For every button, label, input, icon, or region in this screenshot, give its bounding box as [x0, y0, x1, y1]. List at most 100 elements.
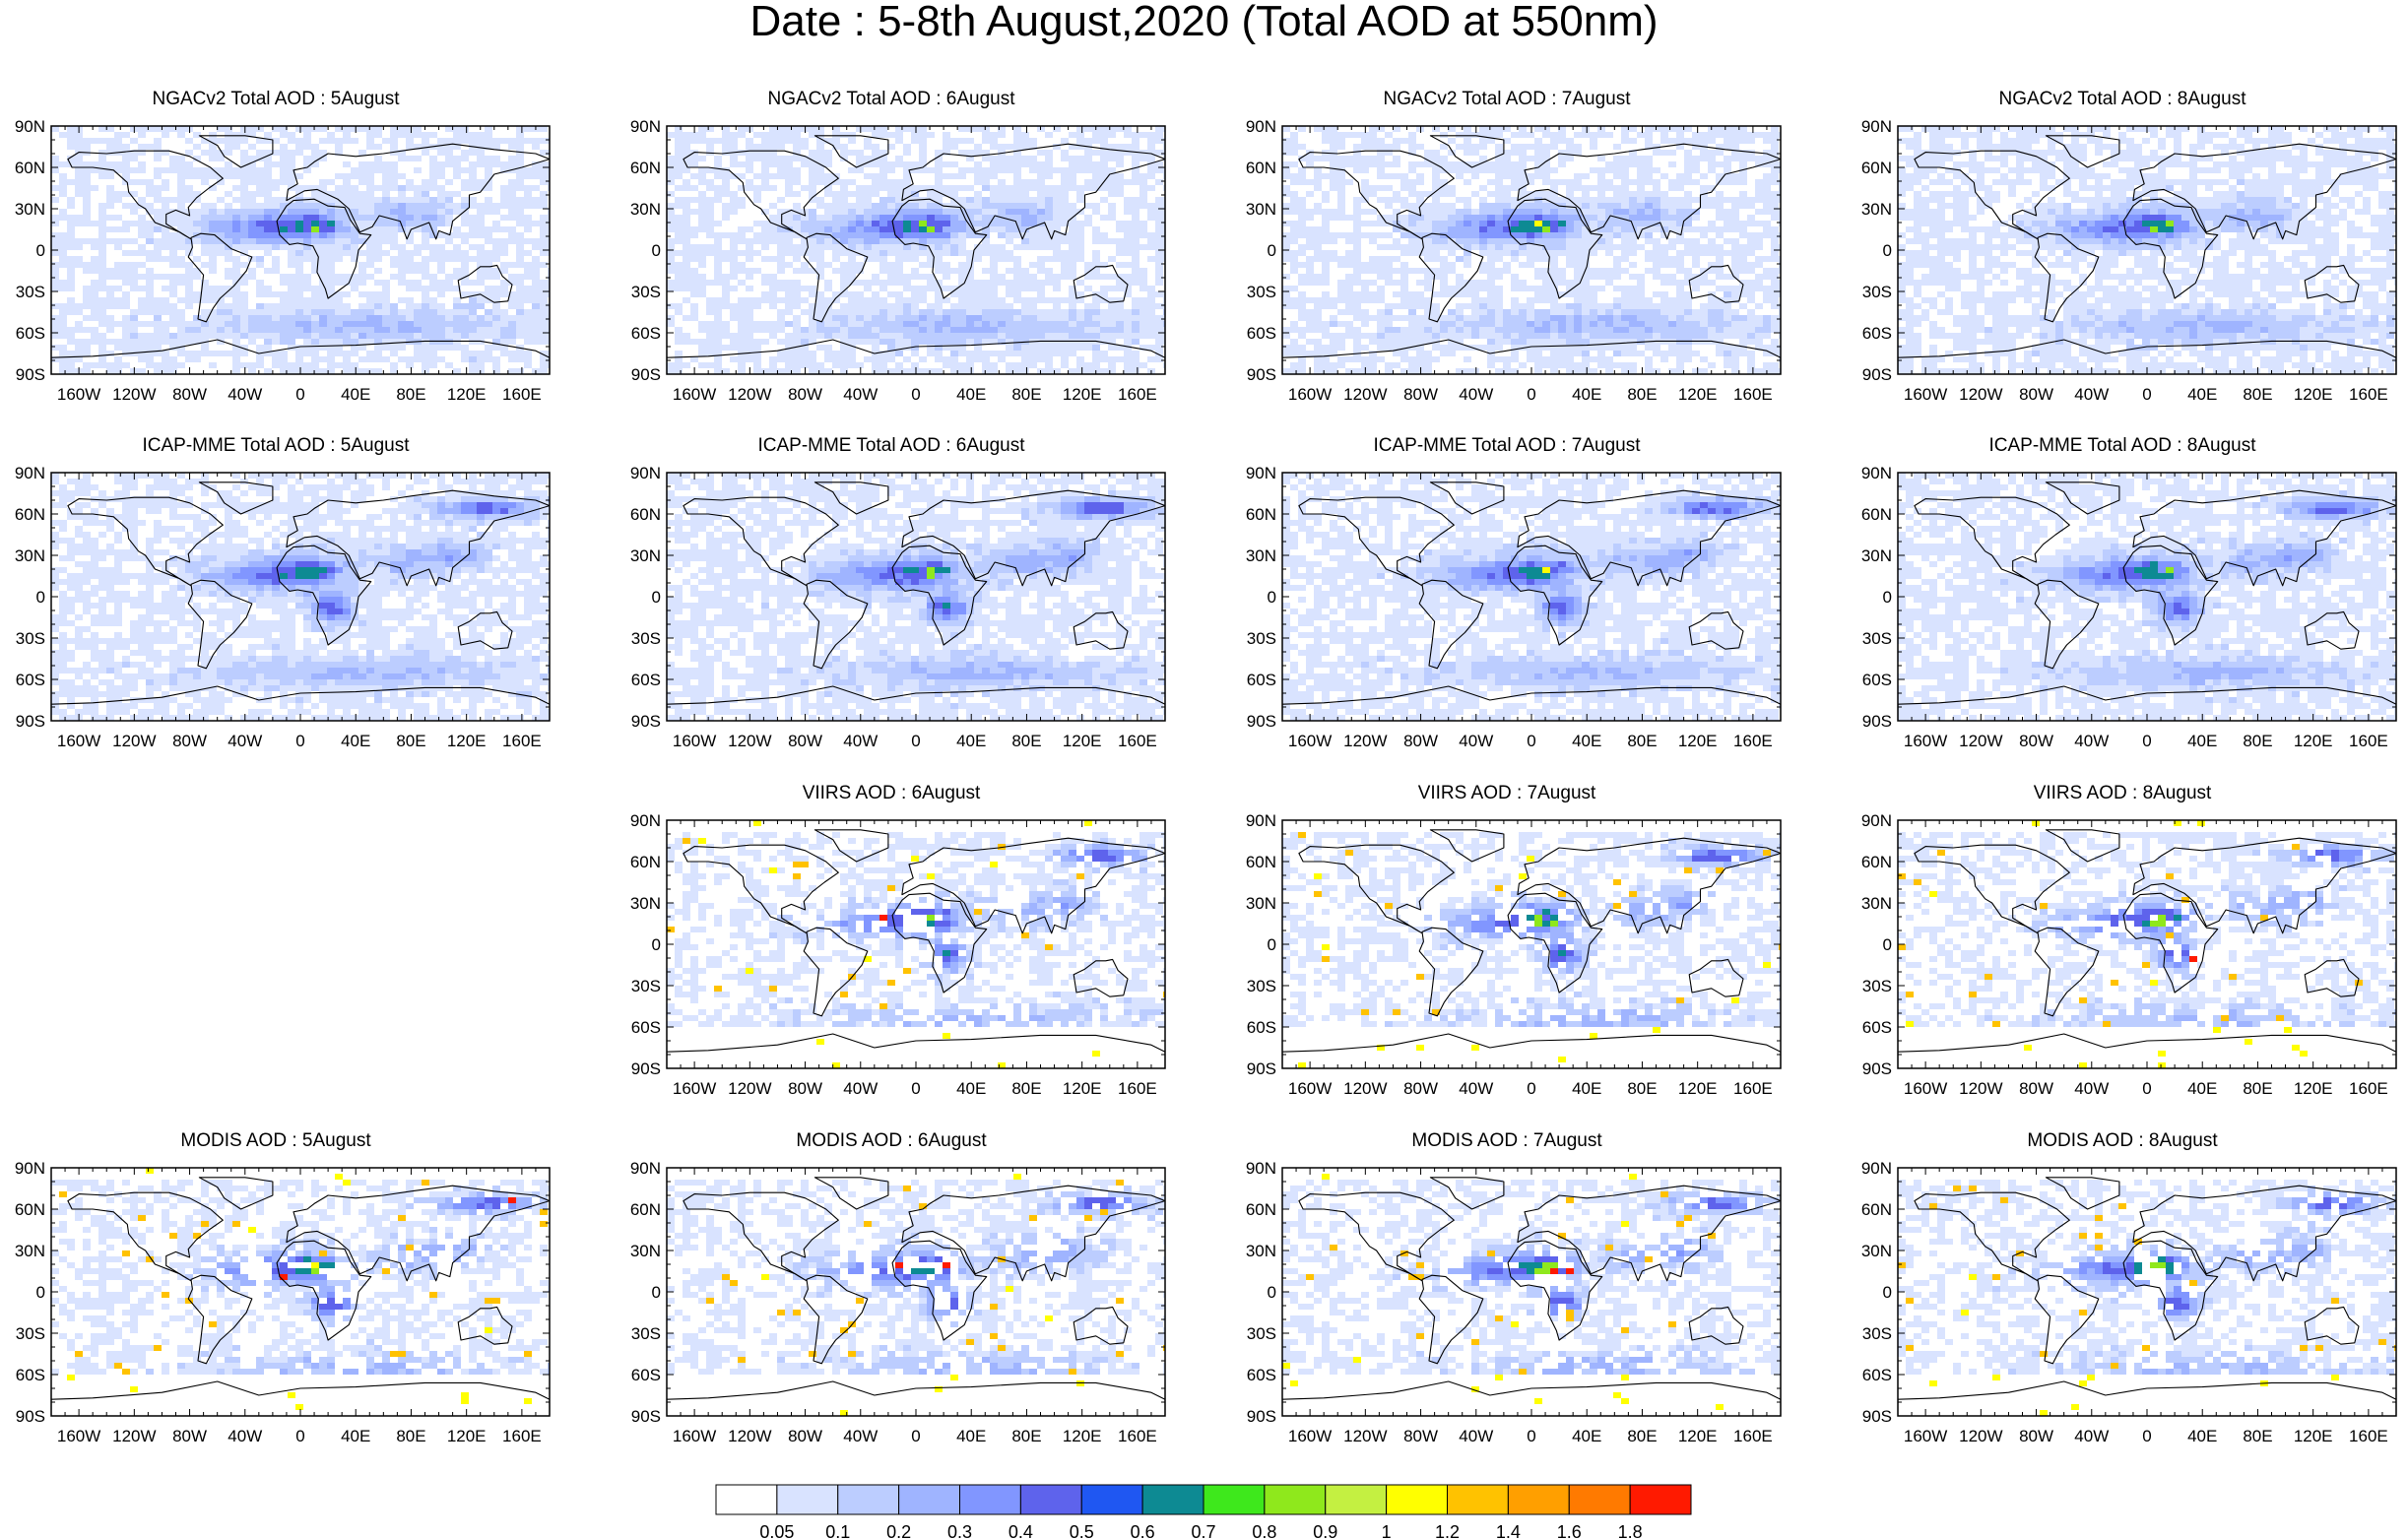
lon-tick-label: 40E: [341, 1427, 370, 1445]
lon-tick-label: 160E: [1118, 732, 1157, 750]
lat-tick-label: 60S: [631, 671, 661, 689]
lon-tick-label: 160E: [1733, 1427, 1773, 1445]
lon-tick-label: 120W: [112, 732, 156, 750]
lon-tick-label: 40E: [956, 1079, 986, 1098]
lat-tick-label: 0: [1883, 241, 1892, 260]
lat-tick-label: 0: [1268, 1283, 1276, 1302]
lon-tick-label: 0: [295, 732, 304, 750]
lon-tick-label: 160W: [673, 385, 716, 404]
lon-tick-label: 160W: [1288, 385, 1332, 404]
panel-title: MODIS AOD : 7August: [1231, 1130, 1783, 1152]
lon-tick-label: 40W: [1459, 1427, 1493, 1445]
colorbar-swatch: [1507, 1484, 1570, 1515]
lat-tick-label: 0: [652, 241, 661, 260]
lat-tick-label: 0: [1268, 241, 1276, 260]
colorbar-swatch: [1264, 1484, 1327, 1515]
lat-tick-label: 60S: [1247, 1018, 1276, 1037]
colorbar-label: 0.8: [1252, 1522, 1276, 1539]
lat-tick-label: 0: [36, 241, 45, 260]
lon-tick-label: 40E: [2187, 732, 2217, 750]
lat-tick-label: 90N: [1246, 464, 1276, 482]
colorbar-label: 0.3: [947, 1522, 972, 1539]
lon-tick-label: 80W: [1403, 385, 1438, 404]
lat-tick-label: 30N: [630, 894, 661, 913]
lon-tick-label: 160E: [2349, 1079, 2388, 1098]
coastlines: [1282, 829, 1781, 1068]
lon-tick-label: 120W: [1343, 1427, 1387, 1445]
lon-tick-label: 0: [911, 385, 920, 404]
lon-tick-label: 40W: [228, 732, 262, 750]
lat-tick-label: 0: [36, 588, 45, 607]
lon-tick-label: 160E: [502, 385, 542, 404]
map-svg: 90N 60N 30N 0 30S 60S 90S 160W 120W 80W 40W 0 40E 80E…: [1246, 464, 1782, 750]
map-panel: ICAP-MME Total AOD : 7August 90N 60N 30N 0 30…: [1231, 435, 1783, 775]
aod-field: [667, 820, 1165, 1068]
lon-tick-label: 80E: [2243, 385, 2272, 404]
map-panel: MODIS AOD : 5August 90N 60N 30N 0 30S 60S 90S 16…: [0, 1130, 552, 1470]
lon-tick-label: 120E: [2294, 732, 2333, 750]
lon-tick-label: 160W: [1288, 1427, 1332, 1445]
lat-tick-label: 90S: [1862, 1407, 1892, 1426]
lon-tick-label: 80E: [1627, 385, 1657, 404]
lat-tick-label: 30S: [1862, 283, 1892, 301]
map-svg: 90N 60N 30N 0 30S 60S 90S 160W 120W 80W 40W 0 40E 80E…: [1246, 117, 1782, 404]
colorbar-swatch: [1386, 1484, 1448, 1515]
axis-ticks: [1897, 125, 2397, 375]
lat-tick-label: 60N: [1246, 853, 1276, 871]
lon-tick-label: 40W: [2074, 1079, 2109, 1098]
axis-ticks: [50, 472, 551, 722]
lon-tick-label: 0: [2142, 1079, 2151, 1098]
colorbar-label: 1.8: [1618, 1522, 1643, 1539]
lon-tick-label: 120E: [1678, 1079, 1718, 1098]
colorbar-swatch: [1568, 1484, 1631, 1515]
lat-tick-label: 30S: [16, 283, 45, 301]
lat-tick-label: 60N: [1861, 505, 1892, 524]
map-svg: 90N 60N 30N 0 30S 60S 90S 160W 120W 80W 40W 0 40E 80E…: [630, 811, 1166, 1098]
lat-tick-label: 60S: [631, 1018, 661, 1037]
lat-tick-label: 60N: [15, 1200, 45, 1219]
lat-tick-label: 30S: [16, 629, 45, 648]
lat-tick-label: 0: [1883, 588, 1892, 607]
lon-tick-label: 40E: [1572, 1079, 1601, 1098]
lon-tick-label: 40W: [228, 385, 262, 404]
aod-field: [667, 473, 1165, 721]
map-svg: 90N 60N 30N 0 30S 60S 90S 160W 120W 80W 40W 0 40E 80E…: [1861, 811, 2397, 1098]
map-svg: 90N 60N 30N 0 30S 60S 90S 160W 120W 80W 40W 0 40E 80E…: [15, 464, 551, 750]
coastlines: [667, 829, 1165, 1068]
lon-tick-label: 80W: [788, 385, 822, 404]
lon-tick-label: 80W: [2019, 385, 2053, 404]
lat-tick-label: 60N: [1861, 853, 1892, 871]
lon-tick-label: 160W: [673, 1427, 716, 1445]
lat-tick-label: 90N: [15, 464, 45, 482]
lon-tick-label: 120W: [1959, 1079, 2002, 1098]
map-panel: MODIS AOD : 6August 90N 60N 30N 0 30S 60S 90S 16…: [616, 1130, 1167, 1470]
lat-tick-label: 90S: [1862, 1059, 1892, 1078]
lat-tick-label: 30N: [15, 200, 45, 219]
lat-tick-label: 60S: [1862, 324, 1892, 343]
panel-title: NGACv2 Total AOD : 5August: [0, 89, 552, 110]
lon-tick-label: 40E: [956, 1427, 986, 1445]
axis-ticks: [666, 472, 1166, 722]
lat-tick-label: 30S: [1247, 629, 1276, 648]
lon-tick-label: 160E: [1733, 732, 1773, 750]
lon-tick-label: 80W: [1403, 1427, 1438, 1445]
panel-title: ICAP-MME Total AOD : 6August: [616, 435, 1167, 457]
axis-ticks: [50, 1167, 551, 1417]
lat-tick-label: 90S: [631, 712, 661, 731]
lon-tick-label: 80E: [1011, 1427, 1041, 1445]
coastlines: [667, 1177, 1165, 1416]
lon-tick-label: 160E: [1118, 1427, 1157, 1445]
lon-tick-label: 80E: [1627, 732, 1657, 750]
lon-tick-label: 160W: [57, 1427, 100, 1445]
lon-tick-label: 120W: [112, 1427, 156, 1445]
aod-field: [1898, 820, 2396, 1068]
lon-tick-label: 160W: [1904, 1427, 1947, 1445]
lon-tick-label: 0: [295, 385, 304, 404]
lon-tick-label: 120E: [1678, 732, 1718, 750]
lat-tick-label: 90S: [16, 365, 45, 384]
lon-tick-label: 40W: [228, 1427, 262, 1445]
lat-tick-label: 60S: [16, 324, 45, 343]
lon-tick-label: 160W: [1288, 1079, 1332, 1098]
colorbar-label: 0.1: [825, 1522, 850, 1539]
map-svg: 90N 60N 30N 0 30S 60S 90S 160W 120W 80W 40W 0 40E 80E…: [1861, 464, 2397, 750]
